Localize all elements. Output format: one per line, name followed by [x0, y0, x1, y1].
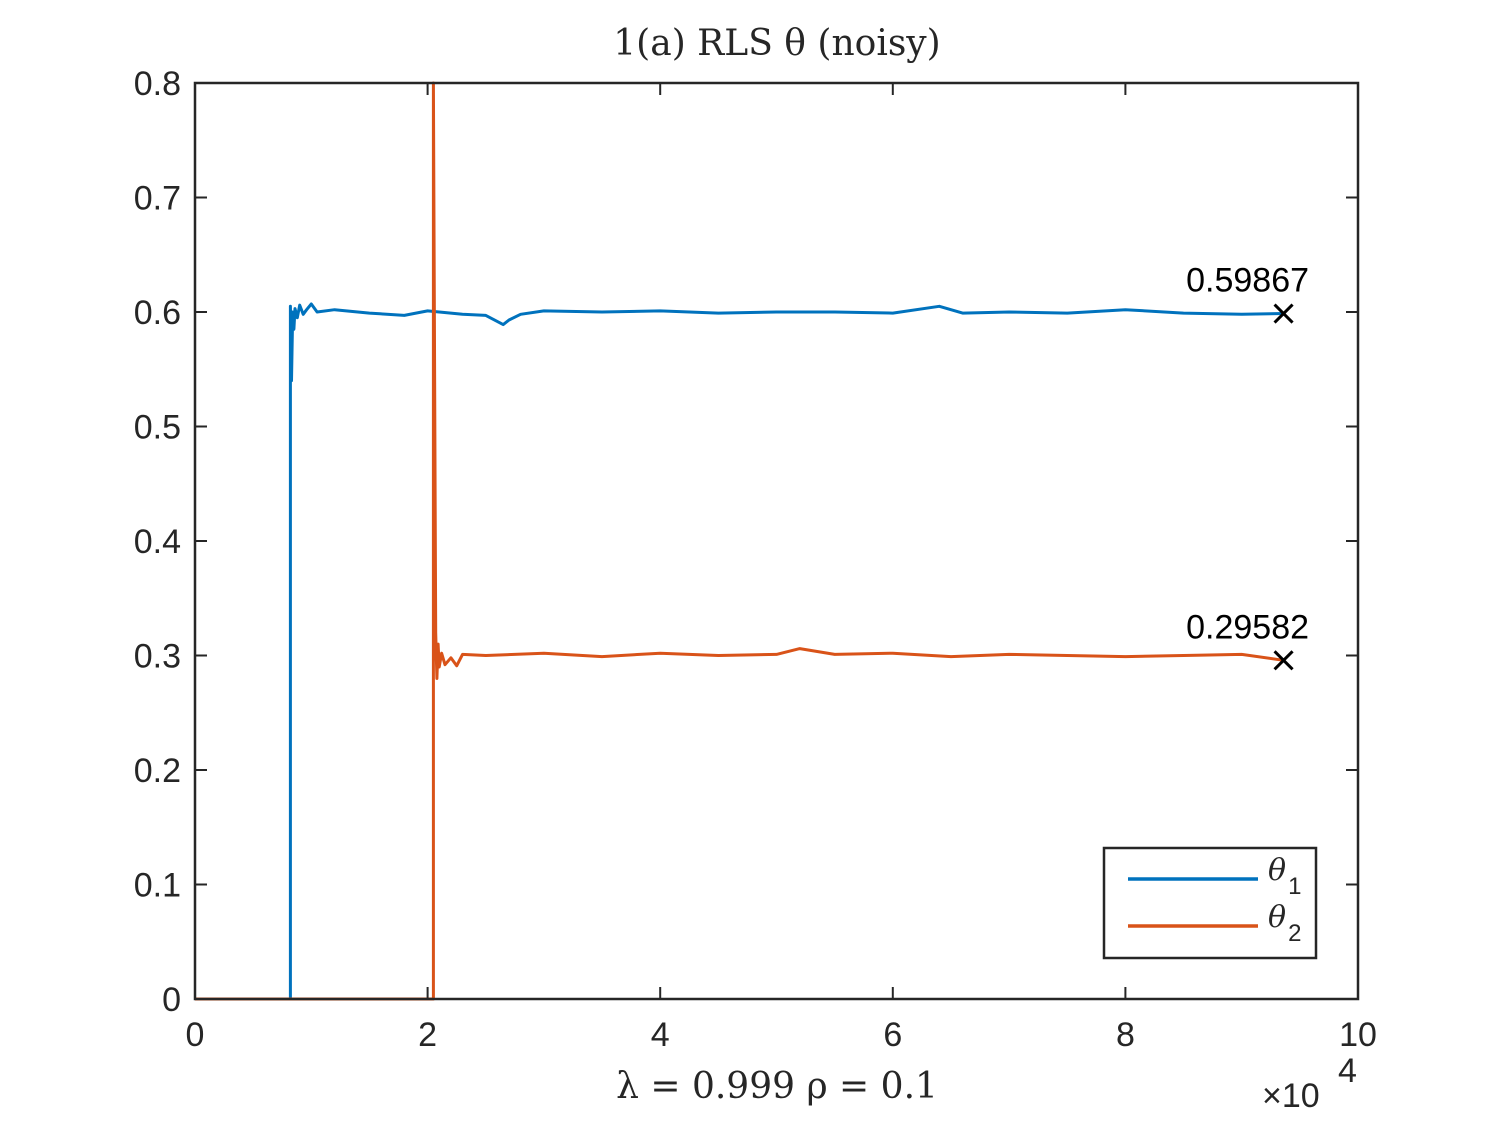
y-tick-label: 0.7	[134, 180, 181, 218]
x-tick-label: 10	[1339, 1016, 1377, 1054]
legend: θ1 θ2	[1102, 846, 1318, 960]
plot-area	[195, 83, 1358, 999]
annotation-label-2: 0.29582	[1186, 608, 1309, 646]
legend-label-theta-1: θ1	[1268, 853, 1301, 900]
y-tick-label: 0.3	[134, 638, 181, 676]
y-tick-label: 0.8	[134, 65, 181, 103]
y-tick-label: 0.1	[134, 867, 181, 905]
x-tick-label: 6	[883, 1016, 902, 1054]
x-axis-multiplier-exponent: 4	[1338, 1052, 1357, 1090]
y-tick-label: 0.2	[134, 752, 181, 790]
annotation-layer: 0.59867 0.29582	[1186, 262, 1309, 671]
y-tick-label: 0.4	[134, 523, 181, 561]
series-layer	[195, 81, 1284, 1001]
annotation-label-1: 0.59867	[1186, 262, 1309, 300]
y-tick-label: 0.5	[134, 409, 181, 447]
x-axis-multiplier-base: ×10	[1262, 1077, 1320, 1115]
legend-label-theta-2: θ2	[1268, 900, 1301, 947]
series-line-theta-1	[195, 302, 1284, 1001]
x-tick-label: 2	[418, 1016, 437, 1054]
x-tick-label: 8	[1116, 1016, 1135, 1054]
x-tick-label: 4	[651, 1016, 670, 1054]
x-axis-multiplier: ×10 4	[1262, 1052, 1357, 1115]
y-tick-label: 0	[162, 981, 181, 1019]
chart-title: 1(a) RLS θ (noisy)	[613, 23, 940, 64]
x-axis-label: λ = 0.999 ρ = 0.1	[616, 1066, 938, 1107]
axes-box	[193, 81, 1360, 1001]
legend-box	[1102, 846, 1318, 960]
annotation-marker-1	[1273, 303, 1294, 324]
series-line-theta-2	[195, 81, 1284, 1001]
y-tick-label: 0.6	[134, 294, 181, 332]
x-tick-label: 0	[186, 1016, 205, 1054]
annotation-marker-2	[1273, 650, 1294, 671]
ticks-layer: 0 2 4 6 8 10 0 0.1 0.2 0.3 0.4 0.5 0.6 0.7 0.8	[134, 65, 1377, 1054]
